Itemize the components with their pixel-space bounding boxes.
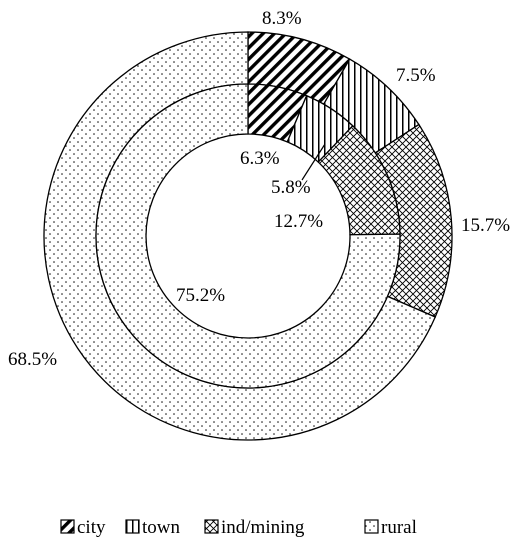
slice-labels: 8.3% 7.5% 15.7% 68.5% 6.3% 5.8% 12.7% 75…	[8, 8, 510, 370]
legend-swatch-town	[125, 519, 140, 534]
outer-ring	[43, 31, 453, 441]
legend-swatch-rural	[364, 519, 379, 534]
legend-swatch-ind-mining	[204, 519, 219, 534]
label-outer-ind-mining: 15.7%	[461, 215, 510, 236]
label-inner-town: 5.8%	[271, 177, 311, 198]
legend-label-city: city	[77, 517, 106, 538]
legend-label-town: town	[142, 517, 181, 538]
inner-ring	[95, 83, 401, 389]
legend-swatch-city	[60, 519, 75, 534]
legend-item-rural: rural	[364, 517, 417, 538]
label-outer-rural: 68.5%	[8, 349, 57, 370]
inner-slice-rural	[95, 83, 401, 389]
label-inner-ind-mining: 12.7%	[274, 211, 323, 232]
label-outer-town: 7.5%	[396, 65, 436, 86]
legend-item-ind-mining: ind/mining	[204, 517, 305, 538]
label-inner-city: 6.3%	[240, 148, 280, 169]
legend: city town ind/mining rural	[60, 517, 417, 538]
leader-line-inner-town	[301, 143, 326, 181]
legend-label-ind-mining: ind/mining	[221, 517, 305, 538]
legend-item-town: town	[125, 517, 181, 538]
legend-item-city: city	[60, 517, 106, 538]
legend-label-rural: rural	[381, 517, 417, 538]
label-outer-city: 8.3%	[262, 8, 302, 29]
label-inner-rural: 75.2%	[176, 285, 225, 306]
